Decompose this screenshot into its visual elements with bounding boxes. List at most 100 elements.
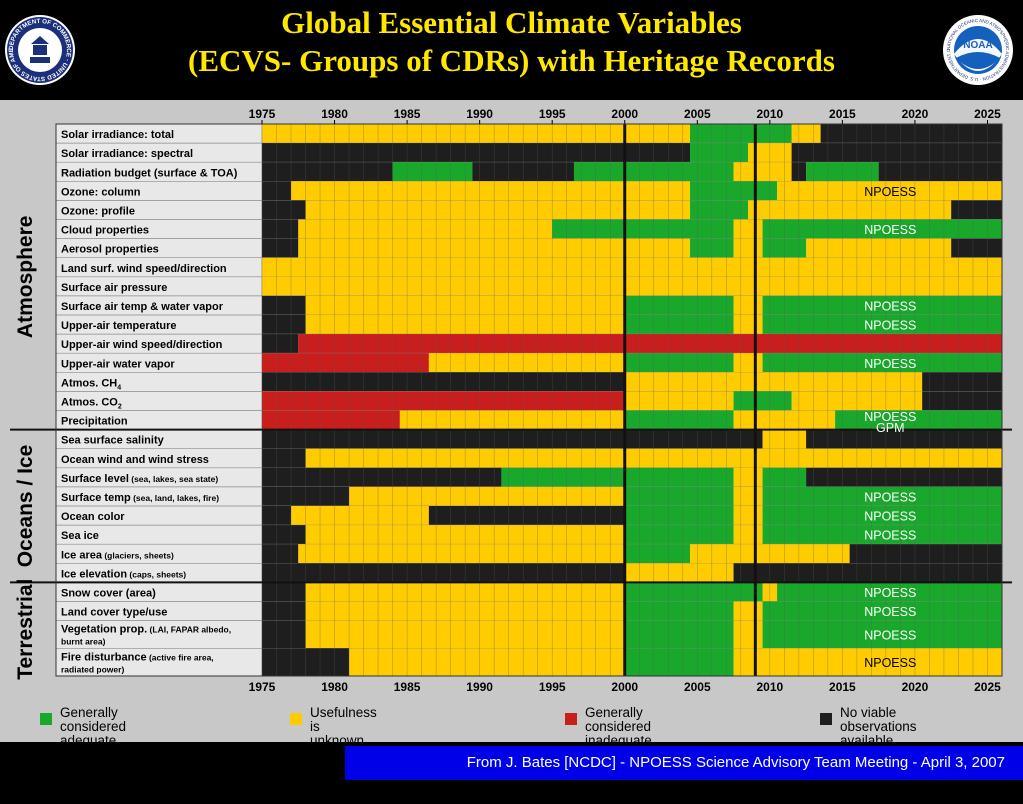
x-tick-bottom-3: 1990 (466, 680, 493, 694)
bar-1-6-1 (298, 544, 625, 564)
bar-2-3-1 (305, 648, 350, 676)
row-label-0-8: Surface air pressure (61, 282, 167, 294)
x-tick-bottom-4: 1995 (539, 680, 566, 694)
row-label-text: Ocean wind and wind stress (61, 454, 209, 466)
row-label-text: Ozone: profile (61, 206, 135, 218)
row-label-text: Ice area (61, 549, 103, 561)
row-label-0-15: Precipitation (61, 416, 128, 428)
x-tick-top-10: 2025 (974, 107, 1001, 121)
header: DEPARTMENT OF COMMERCE · UNITED STATES O… (0, 0, 1023, 100)
bar-0-1-3 (791, 143, 1002, 163)
legend-swatch (820, 713, 832, 725)
bar-1-6-2 (624, 544, 691, 564)
row-label-subscript: 4 (117, 384, 121, 391)
bar-1-2-5 (806, 467, 1002, 487)
bar-2-0-2 (624, 582, 763, 602)
row-label-text: Cloud properties (61, 225, 149, 237)
label-column (55, 123, 263, 677)
bar-0-15-0 (262, 410, 400, 430)
row-label-1-4: Ocean color (61, 511, 125, 523)
row-label-1-6: Ice area (glaciers, sheets) (61, 549, 174, 561)
bar-2-2-0 (262, 620, 306, 649)
footer-box: From J. Bates [NCDC] - NPOESS Science Ad… (345, 746, 1023, 780)
legend-swatch (565, 713, 577, 725)
row-label-text: Land cover type/use (61, 607, 167, 619)
bar-0-5-1 (298, 219, 553, 239)
bar-2-1-2 (624, 601, 734, 621)
x-tick-top-4: 1995 (539, 107, 566, 121)
group-label-0: Atmosphere (14, 216, 37, 339)
bar-2-2-2 (624, 620, 734, 649)
bar-2-2-4 (762, 620, 1002, 649)
x-tick-top-2: 1985 (394, 107, 421, 121)
group-label-1: Oceans / Ice (14, 445, 37, 568)
npoess-label: NPOESS (864, 299, 916, 313)
bar-1-7-1 (624, 563, 734, 583)
x-tick-top-0: 1975 (249, 107, 276, 121)
bar-2-1-3 (733, 601, 763, 621)
bar-0-1-0 (262, 143, 691, 163)
row-label-text: Land surf. wind speed/direction (61, 263, 227, 275)
bar-1-5-0 (262, 525, 306, 545)
bar-0-15-1 (399, 410, 625, 430)
legend-swatch (290, 713, 302, 725)
row-label-text: Surface air pressure (61, 282, 167, 294)
noaa-logo: NOAA NATIONAL OCEANIC AND ATMOSPHERIC AD… (942, 14, 1013, 85)
footer-text: From J. Bates [NCDC] - NPOESS Science Ad… (466, 754, 1005, 771)
bar-0-11-0 (262, 334, 299, 354)
bar-0-10-4 (762, 315, 1002, 335)
row-label-text: Surface level (61, 473, 129, 485)
bar-0-4-2 (690, 200, 749, 220)
bar-0-2-7 (878, 162, 1002, 182)
row-label-0-9: Surface air temp & water vapor (61, 301, 224, 313)
row-label-0-13: Atmos. CH4 (61, 377, 121, 391)
row-label-note: (caps, sheets) (127, 569, 186, 579)
row-label-note: (LAI, FAPAR albedo, (147, 625, 231, 635)
x-tick-top-6: 2005 (684, 107, 711, 121)
npoess-label: NPOESS (864, 319, 916, 333)
bar-0-3-2 (690, 181, 778, 201)
bar-0-5-0 (262, 219, 299, 239)
bar-1-7-0 (262, 563, 625, 583)
bar-0-5-3 (733, 219, 763, 239)
title-line-1: Global Essential Climate Variables (281, 5, 742, 40)
x-tick-top-1: 1980 (321, 107, 348, 121)
row-label-text: Surface air temp & water vapor (61, 301, 224, 313)
bar-0-4-4 (951, 200, 1002, 220)
bar-1-4-2 (428, 506, 625, 526)
bar-2-3-0 (262, 648, 306, 676)
x-tick-bottom-7: 2010 (756, 680, 783, 694)
bar-1-3-4 (762, 486, 1002, 506)
npoess-label: NPOESS (864, 656, 916, 670)
row-label-2-3: Fire disturbance (active fire area, (61, 651, 214, 663)
row-label-0-0: Solar irradiance: total (61, 129, 174, 141)
npoess-label: NPOESS (864, 223, 916, 237)
bar-0-12-3 (733, 353, 763, 373)
bar-0-10-3 (733, 315, 763, 335)
bar-2-3-4 (733, 648, 1002, 676)
bar-1-5-3 (733, 525, 763, 545)
ecv-timeline-chart: Solar irradiance: total Solar irradiance:… (10, 107, 1012, 694)
row-label-text: Upper-air water vapor (61, 358, 175, 370)
row-label-1-1: Ocean wind and wind stress (61, 454, 209, 466)
x-tick-bottom-10: 2025 (974, 680, 1001, 694)
bar-1-2-1 (501, 467, 625, 487)
bar-1-5-4 (762, 525, 1002, 545)
bar-0-2-1 (392, 162, 473, 182)
row-label-text: Atmos. CO (61, 397, 118, 409)
department-of-commerce-seal: DEPARTMENT OF COMMERCE · UNITED STATES O… (4, 14, 75, 85)
bar-0-0-3 (820, 124, 1002, 144)
bar-0-3-3 (777, 181, 1002, 201)
group-label-2: Terrestrial (14, 579, 37, 680)
x-tick-top-5: 2000 (611, 107, 638, 121)
bar-0-14-4 (922, 391, 1002, 411)
bar-0-10-0 (262, 315, 306, 335)
bar-0-3-1 (291, 181, 691, 201)
row-label-text: Ice elevation (61, 568, 127, 580)
bar-0-4-0 (262, 200, 306, 220)
row-label-text: Atmos. CH (61, 377, 117, 389)
x-tick-top-7: 2010 (756, 107, 783, 121)
row-label-note: (glaciers, sheets) (102, 550, 174, 560)
row-label-0-5: Cloud properties (61, 225, 149, 237)
bar-0-0-0 (262, 124, 691, 144)
